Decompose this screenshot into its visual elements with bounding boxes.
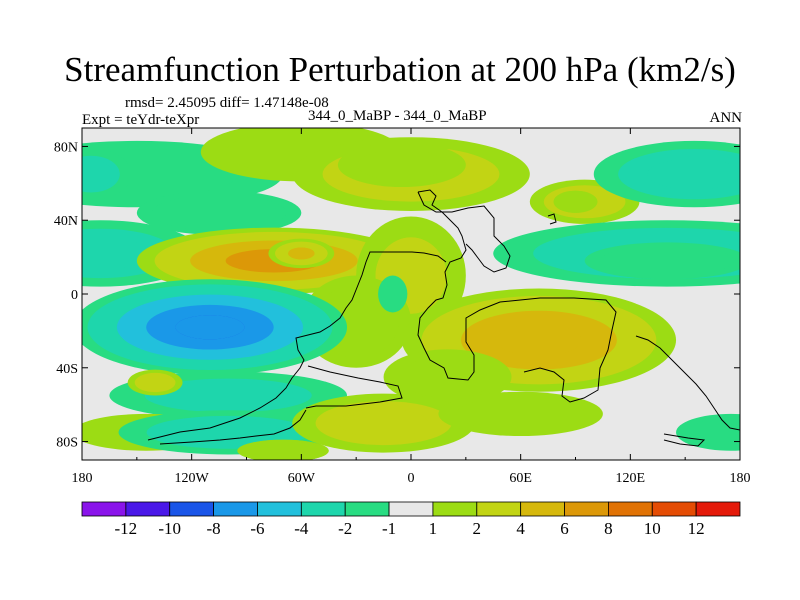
y-tick-label-3: 40S <box>56 362 78 377</box>
colorbar-swatch-11 <box>564 501 609 517</box>
colorbar-swatch-12 <box>608 501 653 517</box>
contour-level-6-1 <box>357 149 447 181</box>
contour-level-13-3 <box>288 247 315 260</box>
colorbar-label-5: -2 <box>338 519 352 538</box>
contour-level-8-1 <box>553 190 598 213</box>
colorbar-label-6: -1 <box>382 519 396 538</box>
x-tick-label-4: 60E <box>509 471 532 486</box>
coastline-asia-north <box>417 191 511 273</box>
colorbar-swatch-8 <box>432 501 478 517</box>
contour-anomaly-1 <box>82 148 132 200</box>
contour-fill-layer <box>82 128 740 460</box>
coastline-americas <box>147 251 447 441</box>
x-tick-label-1: 120W <box>175 471 210 486</box>
colorbar-swatch-7 <box>388 501 434 517</box>
colorbar-swatch-6 <box>344 501 390 517</box>
y-tick-label-1: 40N <box>54 214 78 229</box>
contour-anomaly-8 <box>553 190 598 213</box>
colorbar-swatch-0 <box>81 501 127 517</box>
contour-anomaly-13 <box>268 238 335 269</box>
contour-level-25-2 <box>338 408 429 438</box>
colorbar-swatch-5 <box>300 501 346 517</box>
colorbar-swatch-1 <box>125 501 171 517</box>
coastline-antarctic-west <box>159 409 307 445</box>
contour-level-18-2 <box>162 382 295 409</box>
x-tick-label-0: 180 <box>72 471 93 486</box>
colorbar-swatch-14 <box>695 501 741 517</box>
contour-anomaly-26 <box>438 391 603 437</box>
contour-anomaly-25 <box>292 393 475 453</box>
colorbar-swatch-13 <box>651 501 697 517</box>
experiment-label: Expt = teYdr-teXpr <box>82 112 200 128</box>
colorbar-label-4: -4 <box>294 519 309 538</box>
contour-level-23-3 <box>496 324 582 357</box>
y-tick-label-4: 80S <box>56 436 78 451</box>
contour-level-19-2 <box>141 376 169 389</box>
contour-level-21-2 <box>174 421 282 444</box>
coastline-africa <box>417 189 617 403</box>
contour-level-3-2 <box>82 237 150 270</box>
colorbar-swatch-4 <box>257 501 302 517</box>
x-axis: 180 120W 60W 0 60E 120E 180 <box>72 128 751 486</box>
contour-level-2-1 <box>151 194 287 231</box>
colorbar-swatch-9 <box>476 501 522 517</box>
colorbar-label-13: 12 <box>688 519 705 538</box>
chart-title: Streamfunction Perturbation at 200 hPa (… <box>64 50 736 89</box>
contour-level-26-1 <box>456 396 585 432</box>
x-tick-label-2: 60W <box>288 471 316 486</box>
contour-level-17-5 <box>175 315 245 340</box>
colorbar: -12 -10 -8 -6 -4 -2 -1 1 2 4 6 8 10 12 <box>81 501 741 538</box>
colorbar-swatch-3 <box>213 501 258 517</box>
x-tick-label-3: 0 <box>408 471 415 486</box>
coastline-japan <box>547 213 557 225</box>
contour-anomaly-6 <box>337 142 466 188</box>
contour-anomaly-22 <box>237 439 329 460</box>
colorbar-label-2: -8 <box>207 519 221 538</box>
contour-anomaly-11 <box>584 242 740 280</box>
contour-level-16-1 <box>379 277 406 311</box>
case-label: 344_0_MaBP - 344_0_MaBP <box>308 108 487 124</box>
y-tick-label-0: 80N <box>54 140 78 155</box>
contour-level-22-1 <box>237 439 329 460</box>
coastline-islands <box>663 433 706 447</box>
season-label: ANN <box>709 110 743 126</box>
x-tick-label-5: 120E <box>616 471 646 486</box>
coastline-layer <box>147 189 740 447</box>
contour-level-11-1 <box>599 245 735 276</box>
y-tick-label-2: 0 <box>71 288 78 303</box>
coastline-australia-east <box>635 335 740 431</box>
contour-anomaly-17 <box>82 279 347 376</box>
x-tick-label-6: 180 <box>730 471 751 486</box>
contour-anomaly-19 <box>127 369 183 396</box>
colorbar-label-7: 1 <box>429 519 438 538</box>
colorbar-label-11: 8 <box>604 519 613 538</box>
contour-anomaly-18 <box>109 371 348 420</box>
colorbar-swatch-10 <box>520 501 565 517</box>
contour-anomaly-2 <box>136 190 302 235</box>
colorbar-label-10: 6 <box>560 519 569 538</box>
colorbar-swatch-2 <box>169 501 215 517</box>
contour-anomaly-16 <box>378 275 408 313</box>
contour-level-1-2 <box>82 160 113 189</box>
contour-level-9-2 <box>647 158 740 190</box>
colorbar-label-3: -6 <box>250 519 264 538</box>
colorbar-label-0: -12 <box>115 519 138 538</box>
y-axis: 80N 40N 0 40S 80S <box>54 140 740 451</box>
colorbar-label-12: 10 <box>644 519 661 538</box>
coastline-south <box>305 365 403 409</box>
colorbar-label-9: 4 <box>516 519 525 538</box>
colorbar-label-1: -10 <box>158 519 181 538</box>
colorbar-label-8: 2 <box>473 519 482 538</box>
stats-label: rmsd= 2.45095 diff= 1.47148e-08 <box>125 95 329 111</box>
contour-anomaly-9 <box>593 140 740 208</box>
